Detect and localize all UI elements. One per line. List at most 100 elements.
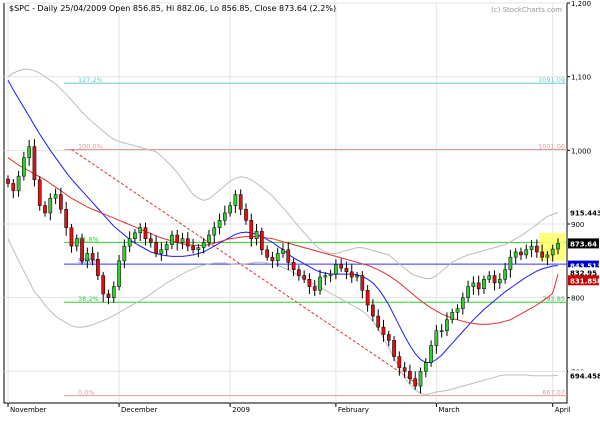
price-tag-box <box>568 275 599 286</box>
candle-down <box>80 238 84 262</box>
candle-down <box>265 249 269 258</box>
candle-down <box>365 290 370 306</box>
y-tick-label: 1,100 <box>571 74 591 82</box>
candle-down <box>492 275 497 284</box>
candle-up <box>48 197 53 214</box>
price-tag-label: 832.95 <box>570 269 597 277</box>
candle-down <box>96 259 100 276</box>
candle-down <box>381 326 386 335</box>
candle-up <box>228 205 232 214</box>
candle-up <box>524 249 529 256</box>
candle-down <box>413 378 418 387</box>
fib-level-left-label: 38.2% <box>78 295 99 303</box>
y-tick-label: 800 <box>571 295 584 303</box>
candle-up <box>508 256 513 270</box>
candle-up <box>466 286 470 298</box>
candle-down <box>291 262 296 270</box>
candle-down <box>154 242 158 254</box>
candle-down <box>297 269 301 276</box>
candle-up <box>529 245 534 251</box>
candle-up <box>423 362 428 372</box>
candle-up <box>482 278 486 290</box>
candle-down <box>312 286 317 291</box>
candle-down <box>6 178 10 184</box>
fib-level-right-label: 1091.09 <box>538 76 565 84</box>
candle-up <box>111 286 116 298</box>
candle-down <box>397 356 402 368</box>
x-tick-label: February <box>338 406 369 414</box>
candle-up <box>328 273 333 276</box>
price-tag-label: 843.513 <box>570 263 600 271</box>
candle-up <box>487 275 492 280</box>
candle-up <box>122 245 127 262</box>
price-tag-box <box>568 370 599 381</box>
x-tick-label: April <box>555 406 571 414</box>
candle-down <box>238 194 243 210</box>
candle-up <box>138 227 143 234</box>
candle-up <box>334 264 338 275</box>
x-tick-label: March <box>438 406 459 414</box>
candle-up <box>434 330 439 346</box>
candle-down <box>148 238 153 243</box>
candle-down <box>143 227 148 239</box>
y-tick-label: 900 <box>571 221 584 229</box>
candle-up <box>212 227 217 236</box>
price-tag-box <box>568 267 599 278</box>
candle-up <box>429 345 433 363</box>
candle-up <box>222 212 227 221</box>
trend-lines <box>71 149 421 387</box>
candle-up <box>22 157 26 177</box>
candle-down <box>32 146 37 181</box>
candle-up <box>471 282 476 287</box>
candle-down <box>540 251 544 258</box>
watermark-logo: (c) StockCharts.com <box>491 6 562 14</box>
x-tick-label: December <box>121 406 157 414</box>
candle-up <box>497 278 502 284</box>
candle-up <box>281 249 285 254</box>
candle-down <box>64 209 69 228</box>
plot-frame <box>3 2 568 404</box>
candle-down <box>360 275 365 291</box>
candle-down <box>244 209 248 221</box>
fib-level-right-label: 793.85 <box>542 295 565 303</box>
candle-up <box>233 194 238 206</box>
candle-down <box>392 340 396 357</box>
bollinger-upper-line <box>7 68 559 279</box>
fibonacci-levels: 127.2%1091.09100.0%1001.0661.8%50.0%38.2… <box>64 76 567 397</box>
candle-down <box>175 234 180 243</box>
candle-up <box>217 220 222 228</box>
candle-up <box>133 232 137 239</box>
candle-up <box>275 253 280 262</box>
fib-level-right-label: 1001.06 <box>538 143 565 151</box>
price-tag-label: 873.64 <box>570 240 597 248</box>
candle-down <box>386 334 391 341</box>
candle-up <box>450 312 455 321</box>
candle-down <box>519 251 523 256</box>
candle-up <box>550 248 555 256</box>
candle-up <box>85 253 90 262</box>
price-tag-label: 831.858 <box>570 277 600 285</box>
candle-down <box>191 245 195 251</box>
candle-down <box>106 293 111 298</box>
candle-down <box>69 227 74 247</box>
trend-line <box>71 149 421 387</box>
candle-up <box>170 234 174 245</box>
candle-down <box>101 275 106 295</box>
candle-up <box>159 249 164 254</box>
candle-up <box>323 275 328 278</box>
candle-down <box>260 231 264 251</box>
axes: 1,2001,1001,000900800700NovemberDecember… <box>7 0 591 414</box>
candle-down <box>344 267 349 273</box>
ma50-line <box>7 157 559 325</box>
candle-up <box>318 276 322 291</box>
candle-down <box>11 183 16 192</box>
candle-down <box>286 249 291 263</box>
candle-up <box>53 194 58 199</box>
candle-up <box>74 238 79 247</box>
candle-up <box>355 275 359 278</box>
x-tick-label: November <box>10 406 47 414</box>
fib-level-right-label: 667.07 <box>542 389 565 397</box>
